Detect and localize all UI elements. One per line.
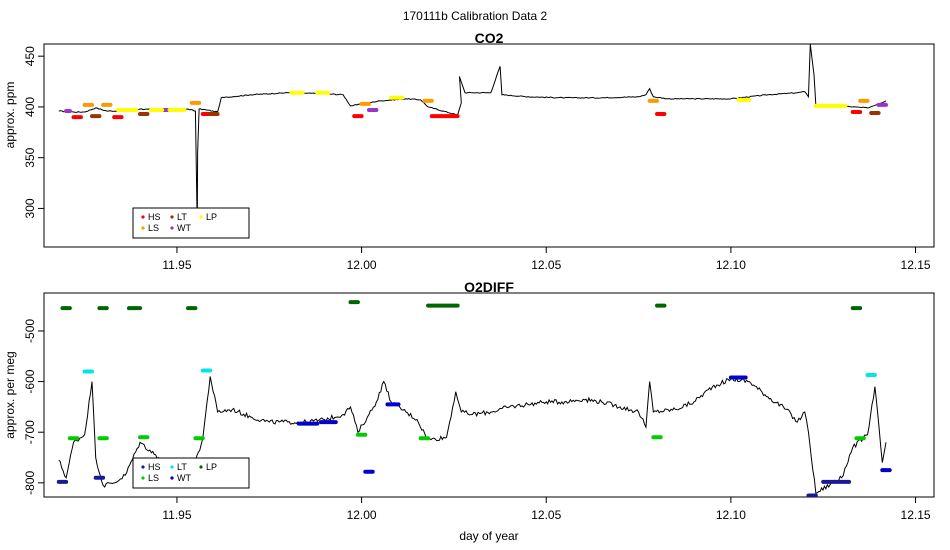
co2-ytick-label: 300 xyxy=(23,198,37,218)
o2diff-ytick-label: -800 xyxy=(23,470,37,494)
o2diff-xtick-label: 12.05 xyxy=(531,508,561,522)
co2-legend-label-lt: LT xyxy=(177,212,187,222)
o2diff-legend-label-wt: WT xyxy=(177,473,191,483)
o2diff-legend-swatch-ls xyxy=(141,476,145,480)
co2-ytick-label: 450 xyxy=(23,46,37,66)
co2-ytick-label: 400 xyxy=(23,97,37,117)
co2-legend-box xyxy=(132,207,250,239)
o2diff-legend-swatch-hs xyxy=(141,465,145,469)
co2-legend-label-hs: HS xyxy=(148,212,161,222)
o2diff-legend-label-ls: LS xyxy=(148,473,159,483)
co2-xtick-label: 12.15 xyxy=(901,258,931,272)
x-axis-label: day of year xyxy=(459,529,518,543)
co2-legend-label-ls: LS xyxy=(148,223,159,233)
co2-title: CO2 xyxy=(475,30,504,46)
co2-xtick-label: 12.10 xyxy=(716,258,746,272)
o2diff-xtick-label: 12.15 xyxy=(901,508,931,522)
o2diff-legend-label-lt: LT xyxy=(177,462,187,472)
o2diff-legend-label-hs: HS xyxy=(148,462,161,472)
co2-legend-swatch-lp xyxy=(199,215,203,219)
o2diff-plot-area xyxy=(56,300,892,497)
co2-xticks: 11.95 12.00 12.05 12.10 12.15 xyxy=(162,247,931,272)
o2diff-xticks: 11.95 12.00 12.05 12.10 12.15 xyxy=(162,497,931,522)
co2-ylabel: approx. ppm xyxy=(3,82,17,149)
o2diff-legend-swatch-wt xyxy=(170,476,174,480)
o2diff-panel: O2DIFF approx. per meg 11.95 12.00 12.05 12… xyxy=(3,279,935,522)
co2-ytick-label: 350 xyxy=(23,147,37,167)
co2-legend-swatch-ls xyxy=(141,226,145,230)
figure-suptitle: 170111b Calibration Data 2 xyxy=(403,9,548,23)
o2diff-legend-box xyxy=(132,457,250,489)
co2-xtick-label: 12.00 xyxy=(347,258,377,272)
co2-yticks: 300 350 400 450 xyxy=(23,46,44,218)
co2-xtick-label: 11.95 xyxy=(162,258,191,272)
o2diff-legend-label-lp: LP xyxy=(206,462,217,472)
o2diff-plot-frame xyxy=(43,292,935,498)
co2-legend-swatch-hs xyxy=(141,215,145,219)
o2diff-legend-swatch-lp xyxy=(199,465,203,469)
o2diff-title: O2DIFF xyxy=(464,279,514,295)
co2-baseline-trace xyxy=(58,44,887,228)
o2diff-ylabel: approx. per meg xyxy=(3,351,17,438)
o2diff-legend-swatch-lt xyxy=(170,465,174,469)
o2diff-baseline-trace xyxy=(58,376,887,494)
co2-plot-area xyxy=(58,44,888,228)
co2-panel: CO2 approx. ppm 11.95 12.00 12.05 12.10 12.1… xyxy=(3,30,935,272)
co2-legend-label-lp: LP xyxy=(206,212,217,222)
o2diff-ytick-label: -700 xyxy=(23,420,37,444)
co2-legend-label-wt: WT xyxy=(177,223,191,233)
co2-legend-swatch-wt xyxy=(170,226,174,230)
co2-xtick-label: 12.05 xyxy=(531,258,561,272)
o2diff-xtick-label: 12.10 xyxy=(716,508,746,522)
o2diff-xtick-label: 11.95 xyxy=(162,508,191,522)
co2-plot-frame xyxy=(43,43,935,248)
o2diff-ytick-label: -600 xyxy=(23,369,37,393)
o2diff-yticks: -500 -600 -700 -800 xyxy=(23,319,44,495)
co2-legend-swatch-lt xyxy=(170,215,174,219)
o2diff-xtick-label: 12.00 xyxy=(347,508,377,522)
o2diff-ytick-label: -500 xyxy=(23,319,37,343)
